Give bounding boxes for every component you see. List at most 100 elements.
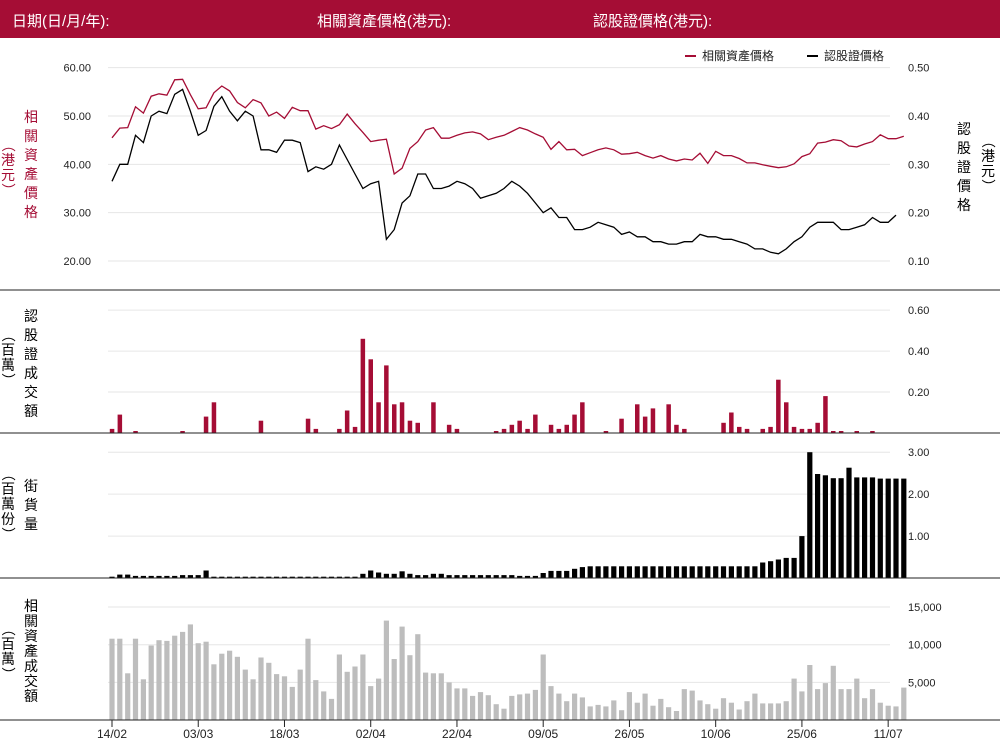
outstanding-bar xyxy=(587,566,593,578)
right-axis-title: 格 xyxy=(957,197,971,213)
warrant-turnover-ytick-label: 0.60 xyxy=(908,305,929,317)
outstanding-bar xyxy=(203,570,209,578)
asset-turnover-bar xyxy=(673,711,680,720)
outstanding-bar xyxy=(368,570,374,578)
asset-turnover-bar xyxy=(140,679,146,720)
outstanding-axis-unit: ） xyxy=(0,527,16,541)
outstanding-bar xyxy=(815,474,821,578)
outstanding-axis-unit: 份 xyxy=(1,511,15,527)
warrant-turnover-bar xyxy=(352,426,358,433)
asset-turnover-bar xyxy=(423,672,429,720)
outstanding-bar xyxy=(234,576,240,578)
outstanding-bar xyxy=(305,576,311,578)
asset-turnover-bar xyxy=(705,704,711,720)
outstanding-bar xyxy=(140,575,146,578)
asset-turnover-bar xyxy=(125,673,131,720)
asset-turnover-bar xyxy=(117,638,123,720)
asset-turnover-axis-unit: 萬 xyxy=(1,651,15,667)
outstanding-bar xyxy=(180,575,186,578)
asset-turnover-bar xyxy=(352,666,358,720)
asset-turnover-bar xyxy=(391,659,397,720)
warrant-turnover-bar xyxy=(384,365,389,433)
asset-turnover-bar xyxy=(383,620,389,720)
asset-turnover-bar xyxy=(783,701,789,720)
warrant-turnover-ytick-label: 0.20 xyxy=(908,387,929,399)
outstanding-bar xyxy=(524,575,531,578)
outstanding-bar xyxy=(383,573,389,578)
asset-turnover-bar xyxy=(258,657,264,720)
outstanding-axis-unit: 萬 xyxy=(1,496,15,512)
asset-turnover-bar xyxy=(713,708,719,720)
asset-turnover-bar xyxy=(548,686,554,720)
asset-turnover-axis-unit: （ xyxy=(0,622,16,636)
asset-turnover-bar xyxy=(791,678,797,720)
warrant-turnover-bar xyxy=(776,379,781,433)
warrant-turnover-bar xyxy=(603,431,609,433)
outstanding-bar xyxy=(423,575,429,578)
asset-turnover-bar xyxy=(658,698,664,720)
outstanding-bar xyxy=(893,478,899,578)
asset-turnover-bar xyxy=(587,706,593,720)
right-ytick-label: 0.10 xyxy=(908,256,929,268)
outstanding-bar xyxy=(407,573,413,578)
outstanding-bar xyxy=(470,575,476,578)
asset-turnover-bar xyxy=(619,710,625,720)
outstanding-bar xyxy=(783,557,789,578)
warrant-turnover-bar xyxy=(407,420,413,433)
outstanding-bar xyxy=(376,572,382,578)
warrant-turnover-bar xyxy=(360,338,366,433)
asset-turnover-bar xyxy=(869,689,876,720)
asset-turnover-bar xyxy=(281,676,288,720)
outstanding-bar xyxy=(517,575,523,578)
asset-turnover-bar xyxy=(579,697,585,720)
asset-turnover-axis-unit: 百 xyxy=(1,636,15,652)
outstanding-bar xyxy=(360,573,366,578)
warrant-turnover-bar xyxy=(399,402,405,433)
warrant-chart: 20.00 30.00 40.00 50.00 60.00 0.10 0.20 0.30 0.4… xyxy=(0,48,1000,741)
left-axis-title: 產 xyxy=(24,166,38,182)
asset-turnover-bar xyxy=(376,678,382,720)
outstanding-bar xyxy=(274,576,280,578)
asset-turnover-bar xyxy=(540,654,546,720)
left-ytick-label: 60.00 xyxy=(63,63,91,75)
warrant-turnover-bar xyxy=(501,428,507,433)
left-axis-unit: 元 xyxy=(1,167,15,183)
asset-turnover-bar xyxy=(877,702,883,720)
asset-turnover-ytick-label: 15,000 xyxy=(908,602,942,614)
warrant-turnover-axis-unit: 萬 xyxy=(1,357,15,373)
outstanding-bar xyxy=(313,576,319,578)
warrant-turnover-axis-title: 股 xyxy=(24,327,38,343)
asset-turnover-bar xyxy=(234,656,240,720)
warrant-turnover-bar xyxy=(517,420,522,433)
outstanding-bar xyxy=(548,570,554,578)
asset-turnover-axis-unit: ） xyxy=(0,667,16,681)
outstanding-bar xyxy=(854,477,860,578)
outstanding-bar xyxy=(830,478,836,578)
asset-turnover-bar xyxy=(595,704,601,720)
warrant-turnover-axis-title: 證 xyxy=(24,346,38,362)
warrant-price-line xyxy=(111,88,897,255)
asset-turnover-bar xyxy=(266,662,272,720)
asset-turnover-bar xyxy=(634,702,640,720)
right-axis-title: 認 xyxy=(957,121,971,137)
asset-turnover-axis-title: 交 xyxy=(24,673,38,689)
asset-turnover-bar xyxy=(172,635,178,720)
outstanding-bar xyxy=(752,566,758,578)
warrant-price-label: 認股證價格(港元): xyxy=(593,13,713,30)
outstanding-bar xyxy=(768,561,774,578)
right-axis-unit: 元 xyxy=(981,163,995,179)
asset-turnover-bar xyxy=(815,689,821,720)
outstanding-bar xyxy=(164,575,170,578)
outstanding-bar xyxy=(791,557,797,578)
outstanding-bar xyxy=(862,477,868,578)
right-axis-title: 股 xyxy=(957,140,971,156)
outstanding-bar xyxy=(211,576,217,578)
asset-turnover-bar xyxy=(901,687,907,720)
outstanding-bar xyxy=(321,576,327,578)
asset-turnover-bar xyxy=(219,653,225,720)
outstanding-bar xyxy=(572,568,578,578)
outstanding-bar xyxy=(454,575,460,578)
warrant-turnover-bar xyxy=(838,431,844,433)
outstanding-bar xyxy=(477,575,484,578)
asset-turnover-bar xyxy=(360,654,366,720)
